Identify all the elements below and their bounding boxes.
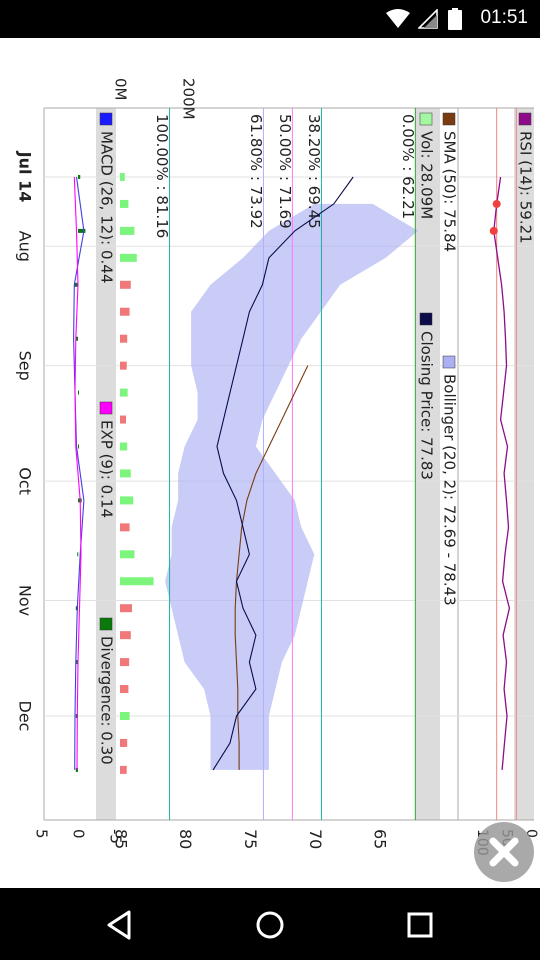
price-legend-label: SMA (50): 75.84 [441, 131, 459, 252]
volume-bar [120, 442, 128, 451]
x-tick-label: Aug [16, 231, 35, 262]
exp-line [73, 176, 82, 770]
volume-bar [120, 173, 125, 181]
rsi-tick-label: 0 [523, 829, 539, 838]
price-legend-label: Bollinger (20, 2): 72.69 - 78.43 [441, 374, 459, 606]
divergence-bar [75, 660, 78, 665]
sma-line [234, 365, 309, 770]
recents-icon [407, 912, 433, 938]
fibonacci-label: 100.00% : 81.16 [153, 114, 171, 238]
x-tick-label: Jul 14 [16, 151, 35, 203]
macd-legend-label: Divergence: 0.30 [98, 636, 116, 765]
x-tick-label: Oct [16, 467, 35, 495]
status-bar: 01:51 [0, 0, 540, 38]
stock-chart[interactable]: RSI (14): 59.21050100100.00% : 81.1661.8… [0, 38, 540, 888]
volume-bar [120, 334, 128, 343]
rsi-legend-label: RSI (14): 59.21 [517, 131, 535, 244]
x-tick-label: Nov [16, 585, 35, 616]
recents-button[interactable] [397, 902, 443, 948]
closing-price-line [212, 176, 354, 771]
price-tick-label: 75 [241, 829, 260, 849]
volume-bar [120, 307, 130, 316]
divergence-bar [75, 336, 78, 341]
macd-tick-label: -5 [107, 829, 125, 844]
macd-legend-swatch [99, 617, 113, 631]
volume-bar [120, 738, 128, 747]
volume-bar [120, 685, 129, 694]
price-legend-swatch [442, 355, 456, 369]
volume-bar [120, 577, 154, 586]
rsi-overbought-marker [489, 226, 498, 235]
macd-legend-label: EXP (9): 0.14 [98, 420, 116, 518]
divergence-bar [78, 228, 86, 233]
macd-tick-label: 0 [70, 829, 88, 839]
macd-line [73, 176, 85, 770]
volume-bar [120, 226, 135, 235]
price-tick-label: 80 [176, 829, 195, 849]
price-legend-swatch [419, 112, 433, 126]
price-tick-label: 70 [306, 829, 325, 849]
volume-bar [120, 415, 126, 424]
close-icon [489, 837, 519, 867]
volume-bar [120, 496, 134, 505]
back-icon [107, 910, 131, 940]
x-tick-label: Sep [16, 351, 35, 381]
macd-legend-swatch [99, 401, 113, 415]
rsi-legend-swatch [518, 112, 532, 126]
home-icon [256, 911, 284, 939]
back-button[interactable] [97, 902, 143, 948]
volume-bar [120, 523, 130, 532]
volume-tick-label: 0M [112, 78, 130, 101]
home-button[interactable] [247, 902, 293, 948]
price-legend-swatch [419, 312, 433, 326]
volume-bar [120, 469, 131, 478]
navigation-bar [0, 888, 540, 960]
price-legend-strip [416, 108, 440, 820]
volume-bar [120, 712, 130, 720]
divergence-bar [78, 175, 81, 179]
fibonacci-label: 0.00% : 62.21 [399, 114, 417, 219]
volume-bar [120, 765, 127, 774]
volume-bar [120, 253, 137, 262]
macd-legend-label: MACD (26, 12): 0.44 [98, 131, 116, 283]
rsi-legend-strip [514, 108, 534, 820]
volume-bar [120, 280, 131, 289]
wifi-icon [386, 9, 410, 28]
price-legend-swatch [442, 112, 456, 126]
chart-canvas[interactable]: RSI (14): 59.21050100100.00% : 81.1661.8… [0, 38, 540, 888]
signal-icon [418, 9, 438, 29]
fibonacci-label: 50.00% : 71.69 [276, 114, 294, 229]
price-tick-label: 85 [111, 829, 130, 849]
volume-bar [120, 604, 132, 613]
price-tick-label: 65 [371, 829, 390, 849]
divergence-bar [74, 282, 78, 287]
x-tick-label: Dec [16, 701, 35, 732]
volume-bar [120, 388, 128, 397]
bollinger-band [165, 203, 419, 770]
volume-bar [120, 199, 129, 208]
price-legend-label: Closing Price: 77.83 [418, 331, 436, 480]
divergence-bar [75, 767, 78, 772]
macd-legend-strip [96, 108, 116, 820]
divergence-bar [78, 390, 79, 395]
rsi-overbought-marker [492, 199, 501, 208]
volume-tick-label: 200M [180, 78, 198, 120]
price-legend-label: Vol: 28.09M [418, 131, 436, 219]
rsi-line [493, 176, 511, 770]
close-button[interactable] [474, 822, 534, 882]
clock: 01:51 [480, 7, 528, 28]
volume-bar [120, 658, 130, 667]
battery-icon [448, 8, 462, 30]
volume-bar [120, 631, 131, 640]
fibonacci-label: 38.20% : 69.45 [305, 114, 323, 229]
divergence-bar [78, 444, 79, 449]
volume-bar [120, 550, 135, 559]
divergence-bar [77, 552, 79, 557]
macd-legend-swatch [99, 112, 113, 126]
macd-tick-label: 5 [33, 829, 51, 839]
volume-bar [120, 361, 127, 370]
fibonacci-label: 61.80% : 73.92 [247, 114, 265, 229]
